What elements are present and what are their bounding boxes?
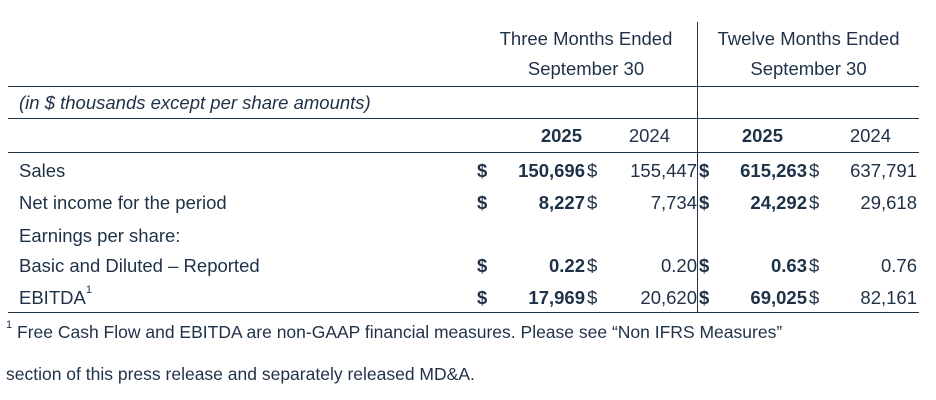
row-label: Earnings per share: [19, 225, 181, 246]
value-3m-prior: 155,447 [630, 160, 697, 181]
units-bottom-rule [8, 118, 919, 119]
value-12m-prior: 82,161 [860, 287, 917, 308]
three-months-header-line1: Three Months Ended [499, 28, 673, 49]
row-label: Sales [19, 160, 66, 181]
row-label-text: EBITDA [19, 287, 86, 308]
currency-symbol: $ [809, 287, 820, 308]
value-3m-current: 150,696 [518, 160, 585, 181]
footnote-line2: section of this press release and separa… [6, 364, 475, 384]
value-12m-prior: 637,791 [850, 160, 917, 181]
value-12m-current: 24,292 [750, 192, 807, 213]
twelve-months-header-line2: September 30 [750, 58, 867, 79]
three-months-header-line2: September 30 [527, 58, 645, 79]
currency-symbol: $ [477, 160, 488, 181]
currency-symbol: $ [587, 192, 598, 213]
value-3m-current: 8,227 [538, 192, 585, 213]
row-label: EBITDA1 [19, 284, 92, 309]
footnote-marker: 1 [85, 284, 92, 296]
value-12m-current: 0.63 [770, 255, 807, 276]
currency-symbol: $ [699, 255, 710, 276]
value-12m-prior: 29,618 [860, 192, 917, 213]
currency-symbol: $ [699, 160, 710, 181]
header-bottom-rule [8, 86, 919, 87]
value-3m-prior: 20,620 [640, 287, 697, 308]
value-12m-prior: 0.76 [880, 255, 917, 276]
value-12m-current: 69,025 [750, 287, 807, 308]
row-label: Basic and Diluted – Reported [19, 255, 260, 276]
year-header-3m-current: 2025 [540, 125, 582, 146]
value-3m-prior: 0.20 [660, 255, 697, 276]
value-12m-current: 615,263 [740, 160, 807, 181]
currency-symbol: $ [699, 192, 710, 213]
column-group-divider [697, 22, 698, 312]
years-bottom-rule [8, 152, 919, 153]
value-3m-prior: 7,734 [650, 192, 697, 213]
row-label: Net income for the period [19, 192, 227, 213]
year-header-3m-prior: 2024 [628, 125, 670, 146]
currency-symbol: $ [809, 255, 820, 276]
twelve-months-header-line1: Twelve Months Ended [717, 28, 900, 49]
value-3m-current: 17,969 [528, 287, 585, 308]
footnote-line1: 1 Free Cash Flow and EBITDA are non-GAAP… [6, 319, 783, 343]
footnote-text: Free Cash Flow and EBITDA are non-GAAP f… [17, 322, 783, 342]
currency-symbol: $ [477, 255, 488, 276]
currency-symbol: $ [699, 287, 710, 308]
table-bottom-rule [8, 312, 919, 313]
footnote-number: 1 [6, 319, 13, 331]
currency-symbol: $ [809, 192, 820, 213]
currency-symbol: $ [587, 255, 598, 276]
currency-symbol: $ [477, 287, 488, 308]
year-header-12m-prior: 2024 [849, 125, 891, 146]
currency-symbol: $ [587, 287, 598, 308]
value-3m-current: 0.22 [548, 255, 585, 276]
currency-symbol: $ [809, 160, 820, 181]
units-note: (in $ thousands except per share amounts… [19, 92, 371, 113]
year-header-12m-current: 2025 [741, 125, 783, 146]
currency-symbol: $ [477, 192, 488, 213]
currency-symbol: $ [587, 160, 598, 181]
